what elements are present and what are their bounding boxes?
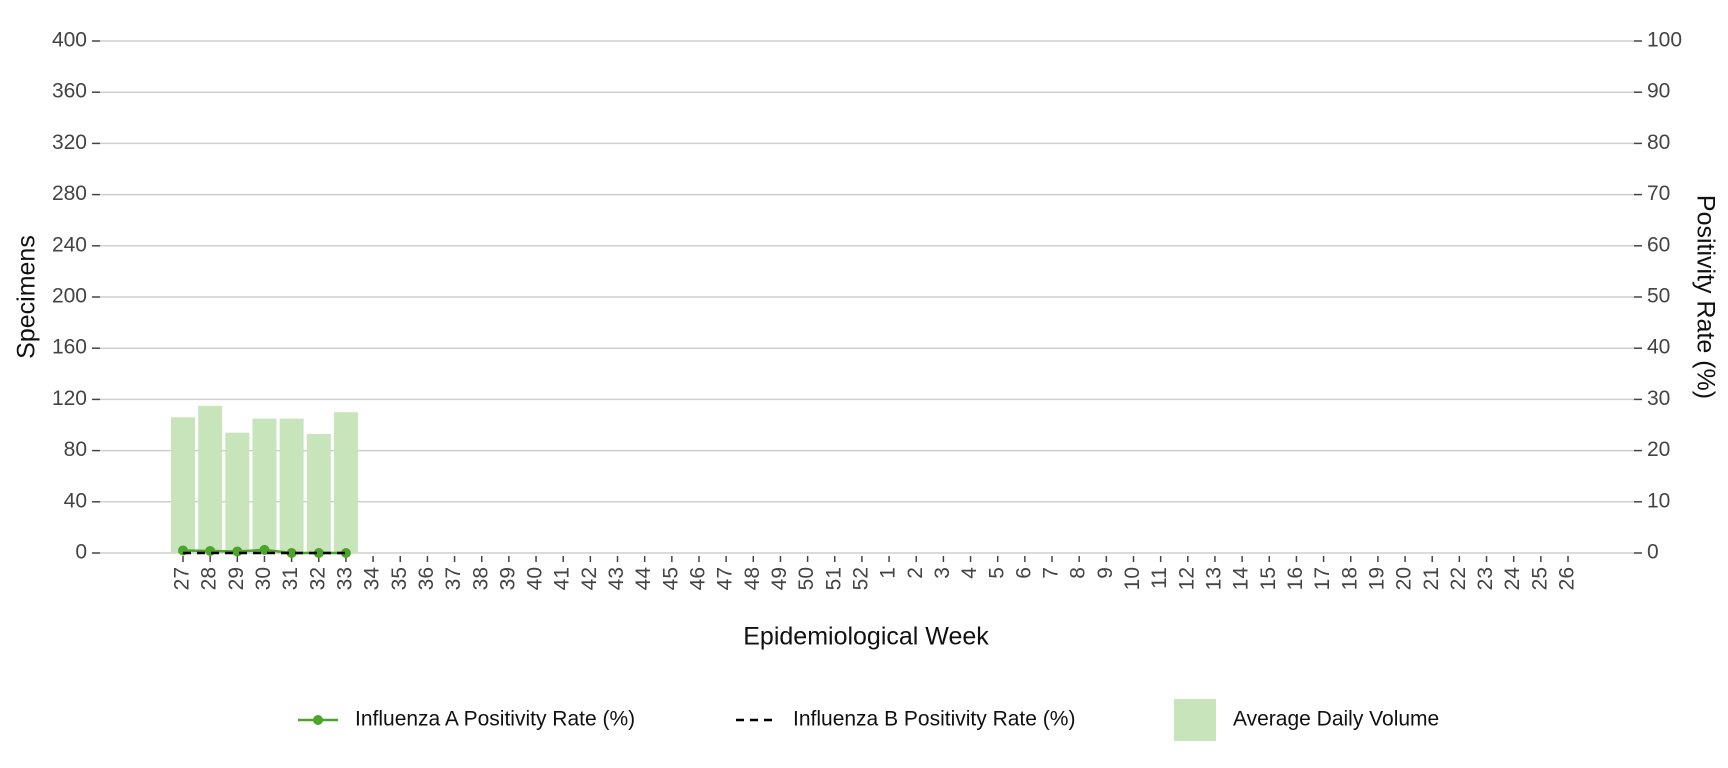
point	[259, 544, 270, 555]
y-tick-label: 120	[52, 387, 87, 410]
x-tick-label: 43	[605, 567, 628, 590]
x-tick-label: 27	[171, 567, 194, 590]
x-tick-label: 14	[1230, 567, 1253, 591]
x-tick-label: 26	[1556, 567, 1579, 590]
point	[313, 548, 324, 558]
x-tick-label: 2	[904, 567, 927, 579]
x-tick-label: 28	[198, 567, 221, 590]
y2-tick-label: 90	[1647, 80, 1670, 103]
x-tick-label: 39	[496, 567, 519, 590]
x-tick-label: 29	[225, 567, 248, 590]
x-tick-label: 11	[1148, 567, 1171, 589]
x-tick-label: 42	[578, 567, 601, 590]
x-tick-label: 10	[1121, 567, 1144, 590]
x-tick-label: 41	[551, 567, 574, 590]
legend-swatch	[1174, 699, 1216, 741]
y2-tick-label: 40	[1647, 336, 1670, 359]
y2-tick-label: 60	[1647, 233, 1670, 256]
y2-tick-label: 20	[1647, 438, 1670, 461]
x-tick-label: 25	[1528, 567, 1551, 590]
legend-label: Average Daily Volume	[1233, 708, 1439, 731]
x-tick-label: 47	[714, 567, 737, 590]
legend-label: Influenza B Positivity Rate (%)	[793, 708, 1075, 731]
x-tick-label: 51	[822, 567, 845, 590]
x-tick-label: 24	[1501, 567, 1524, 591]
y2-axis-title: Positivity Rate (%)	[1691, 195, 1719, 399]
y2-tick-label: 100	[1647, 29, 1682, 52]
x-tick-label: 46	[687, 567, 710, 590]
x-tick-label: 4	[958, 567, 981, 579]
point	[340, 548, 351, 558]
bar	[333, 412, 358, 553]
x-tick-label: 32	[306, 567, 329, 590]
x-tick-label: 34	[361, 567, 384, 591]
y-tick-label: 240	[52, 233, 87, 256]
x-tick-label: 1	[877, 567, 900, 579]
y2-tick-label: 70	[1647, 182, 1670, 205]
x-tick-label: 30	[252, 567, 275, 590]
x-tick-label: 37	[442, 567, 465, 590]
bar	[225, 432, 250, 553]
y2-tick-label: 0	[1647, 541, 1659, 564]
x-tick-label: 38	[469, 567, 492, 590]
x-tick-label: 12	[1175, 567, 1198, 590]
y-tick-label: 400	[52, 29, 87, 52]
x-tick-label: 17	[1311, 567, 1334, 590]
x-tick-label: 21	[1420, 567, 1443, 590]
x-tick-label: 35	[388, 567, 411, 590]
bar	[171, 417, 195, 553]
x-tick-label: 44	[632, 567, 655, 591]
y-axis-title: Specimens	[13, 235, 41, 359]
x-tick-label: 3	[931, 567, 954, 579]
legend-marker	[313, 715, 323, 725]
x-tick-label: 5	[985, 567, 1008, 579]
y2-tick-label: 80	[1647, 131, 1670, 154]
x-tick-label: 18	[1338, 567, 1361, 590]
x-tick-label: 7	[1040, 567, 1063, 579]
x-tick-label: 20	[1393, 567, 1416, 590]
x-tick-label: 16	[1284, 567, 1307, 590]
y-tick-label: 160	[52, 336, 87, 359]
point	[286, 548, 297, 558]
x-tick-label: 31	[279, 567, 302, 590]
bar	[198, 405, 223, 553]
x-axis-title: Epidemiological Week	[743, 623, 989, 651]
y-tick-label: 40	[64, 489, 87, 512]
point	[232, 546, 243, 557]
y2-tick-label: 10	[1647, 489, 1670, 512]
x-tick-label: 9	[1094, 567, 1117, 579]
x-tick-label: 23	[1474, 567, 1497, 590]
x-tick-label: 45	[659, 567, 682, 590]
x-tick-label: 48	[741, 567, 764, 590]
x-tick-label: 8	[1067, 567, 1090, 579]
x-tick-label: 13	[1203, 567, 1226, 590]
x-tick-label: 22	[1447, 567, 1470, 590]
point	[205, 545, 216, 556]
y-tick-label: 80	[64, 438, 87, 461]
bar	[306, 433, 331, 553]
y-tick-label: 360	[52, 80, 87, 103]
x-tick-label: 36	[415, 567, 438, 590]
y-tick-label: 0	[75, 541, 87, 564]
x-tick-label: 52	[849, 567, 872, 590]
y-tick-label: 200	[52, 285, 87, 308]
x-tick-label: 40	[524, 567, 547, 590]
legend-label: Influenza A Positivity Rate (%)	[355, 708, 635, 731]
y-tick-label: 320	[52, 131, 87, 154]
y-tick-label: 280	[52, 182, 87, 205]
x-tick-label: 33	[333, 567, 356, 590]
x-tick-label: 50	[795, 567, 818, 590]
x-tick-label: 6	[1012, 567, 1035, 579]
x-tick-label: 15	[1257, 567, 1280, 590]
x-tick-label: 19	[1365, 567, 1388, 590]
bar	[252, 418, 277, 553]
y2-tick-label: 50	[1647, 285, 1670, 308]
x-tick-label: 49	[768, 567, 791, 590]
bar	[279, 418, 304, 553]
y2-tick-label: 30	[1647, 387, 1670, 410]
